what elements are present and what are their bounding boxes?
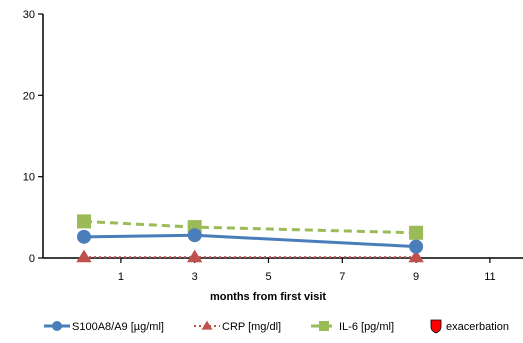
series-1 — [76, 249, 424, 263]
legend-item: CRP [mg/dl] — [194, 320, 281, 333]
legend-marker — [52, 321, 62, 331]
data-point — [409, 225, 424, 240]
y-tick-label: 30 — [23, 9, 35, 21]
data-point — [77, 214, 91, 229]
data-point — [187, 249, 203, 263]
series-line — [83, 219, 417, 235]
legend-marker — [319, 321, 329, 331]
plot-area — [76, 214, 424, 263]
data-point — [77, 229, 91, 244]
legend: S100A8/A9 [µg/ml] CRP [mg/dl] IL-6 [pg/ml]… — [44, 319, 509, 334]
data-point — [409, 239, 424, 254]
x-axis-title: months from first visit — [210, 291, 326, 303]
legend-item: S100A8/A9 [µg/ml] — [44, 321, 164, 333]
y-tick-label: 0 — [29, 253, 35, 265]
legend-label: exacerbation — [446, 321, 509, 333]
data-point — [76, 249, 92, 263]
x-tick-label: 9 — [413, 271, 419, 283]
series-2 — [77, 214, 424, 240]
series-line — [83, 233, 417, 249]
data-point — [408, 249, 424, 263]
legend-label: CRP [mg/dl] — [222, 321, 281, 333]
legend-item: exacerbation — [430, 319, 509, 334]
x-tick-label: 3 — [192, 271, 198, 283]
x-axis: 1 3 5 7 9 11 — [43, 257, 523, 283]
y-tick-label: 10 — [23, 172, 35, 184]
y-axis: 0 10 20 30 — [23, 9, 44, 265]
x-tick-label: 5 — [265, 271, 271, 283]
legend-item: IL-6 [pg/ml] — [311, 321, 394, 333]
x-tick-label: 7 — [339, 271, 345, 283]
x-tick-label: 11 — [484, 271, 495, 283]
y-tick-label: 20 — [23, 90, 35, 102]
data-point — [187, 228, 202, 243]
legend-marker — [430, 319, 442, 334]
legend-label: IL-6 [pg/ml] — [339, 321, 394, 333]
series-0 — [77, 228, 424, 254]
x-tick-label: 1 — [118, 271, 124, 283]
legend-label: S100A8/A9 [µg/ml] — [72, 321, 164, 333]
legend-marker — [201, 320, 213, 330]
